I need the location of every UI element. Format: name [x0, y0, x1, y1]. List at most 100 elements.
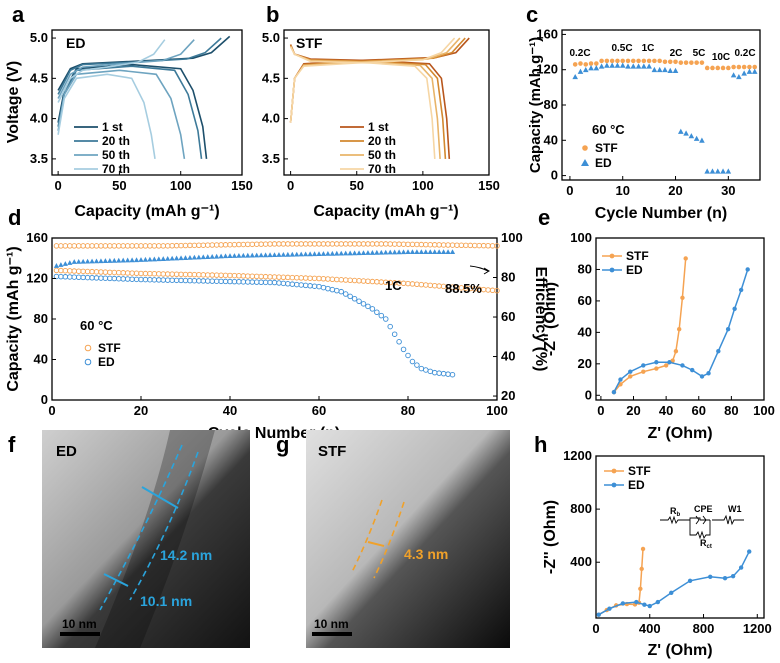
panel-d-stf-efficiency-point: [307, 241, 313, 247]
panel-f-boundary-inner: [129, 451, 199, 601]
panel-e-ed-point: [667, 360, 672, 365]
panel-a-ytick-label-3: 5.0: [30, 30, 48, 45]
panel-e-ed-point: [618, 377, 623, 382]
panel-d-stf-efficiency-point: [249, 241, 255, 248]
panel-d-ed-capacity-point: [351, 296, 358, 302]
panel-d-ed-capacity-point: [383, 316, 389, 322]
panel-d-ytick-label-1: 40: [34, 352, 48, 367]
panel-h-marks: [596, 546, 752, 617]
panel-h-ed-point: [620, 601, 626, 606]
panel-c-stf-point: [625, 58, 631, 64]
panel-d-ed-capacity-point: [67, 274, 73, 280]
panel-e-xtick-label-5: 100: [753, 403, 775, 418]
panel-d-ed-efficiency-point: [405, 249, 411, 255]
panel-d-stf-efficiency-point: [115, 243, 122, 249]
panel-h-legend-ed: ED: [628, 478, 645, 492]
panel-c-ytick-label-3: 120: [536, 62, 558, 77]
panel-d-stf-capacity-point: [196, 272, 202, 278]
panel-c-stf-point: [678, 60, 684, 65]
panel-c-xlabel: Cycle Number (n): [595, 205, 727, 222]
panel-e-ylabel: -Z'' (Ohm): [542, 282, 559, 356]
panel-d-stf-efficiency-point: [374, 241, 380, 247]
panel-d-stf-efficiency-point: [169, 242, 175, 249]
panel-g-boundary-inner: [373, 501, 405, 579]
panel-h-legend-dot-stf: [611, 468, 617, 474]
panel-d-stf-capacity-point: [262, 273, 269, 280]
panel-d-ed-efficiency-point: [329, 250, 335, 256]
panel-d-ed-capacity-point: [298, 282, 304, 288]
panel-d-ed-capacity-point: [436, 370, 442, 376]
panel-h-ed-point: [607, 606, 612, 611]
panel-d-stf-capacity-point: [480, 286, 487, 293]
panel-a-ytick-label-2: 4.5: [30, 70, 48, 85]
panel-c-ed-point: [598, 63, 605, 69]
panel-d-ed-efficiency-point: [93, 258, 100, 264]
panel-c-ytick-label-1: 40: [544, 132, 558, 147]
panel-e-ed-point: [680, 363, 685, 368]
panel-d-y2tick-label-0: 20: [501, 388, 515, 403]
panel-b-legend-1: 1 st: [368, 120, 389, 134]
panel-d-stf-efficiency-point: [271, 241, 278, 247]
panel-d-ed-efficiency-point: [258, 252, 264, 258]
panel-d-stf-efficiency-point: [458, 242, 465, 249]
panel-c-stf-point: [578, 61, 583, 66]
panel-d-ytick-label-2: 80: [34, 311, 48, 326]
panel-b-legend-4: 70 th: [368, 162, 396, 176]
panel-d-ed-capacity-point: [294, 281, 300, 288]
panel-d-ed-efficiency-point: [311, 251, 318, 257]
panel-d-stf-efficiency-point: [378, 241, 385, 247]
panel-d-stf-capacity-point: [111, 269, 118, 276]
panel-letter-g: g: [276, 432, 289, 457]
panel-f-image: [42, 430, 250, 648]
panel-d-stf-efficiency-point: [338, 241, 345, 247]
panel-d-ed-capacity-point: [80, 274, 86, 281]
panel-h-circuit-wire: [660, 514, 744, 540]
panel-e-stf-point: [641, 369, 646, 374]
panel-d-stf-efficiency-point: [418, 241, 425, 248]
panel-d-stf-capacity-point: [360, 278, 367, 284]
panel-d-stf-efficiency-point: [129, 243, 135, 249]
panel-d-ed-capacity-point: [200, 278, 207, 284]
panel-d-stf-capacity-point: [253, 273, 260, 280]
panel-d-ed-capacity-point: [213, 278, 220, 284]
panel-h-ytick-label-1: 800: [570, 501, 592, 516]
panel-d-stf-capacity-point: [294, 274, 300, 281]
panel-d-stf-efficiency-point: [267, 241, 273, 247]
panel-d-ed-capacity-point: [258, 279, 264, 285]
panel-d-ed-efficiency-point: [129, 257, 135, 263]
panel-c-rate-7: 0.2C: [734, 48, 755, 59]
panel-d-y2tick-label-2: 60: [501, 309, 515, 324]
panel-d-stf-capacity-point: [365, 278, 371, 285]
panel-c-ed-point: [751, 68, 758, 74]
panel-d-stf-capacity-point: [378, 279, 385, 285]
panel-f-thickness-1: 14.2 nm: [160, 547, 212, 563]
panel-d-ed-efficiency-point: [449, 249, 456, 255]
panel-e-legend-dot-stf: [609, 253, 615, 259]
panel-e-legend: STF ED: [602, 249, 649, 277]
panel-d-stf-capacity-point: [124, 270, 131, 276]
panel-c-stf-point: [726, 65, 731, 71]
panel-h-circuit-cpe: CPE: [694, 504, 713, 514]
panel-d-ed-capacity-point: [111, 275, 118, 282]
panel-d-ed-capacity-point: [58, 273, 64, 280]
panel-d-stf-efficiency-point: [369, 241, 376, 247]
panel-d-ed-capacity-point: [178, 277, 184, 284]
panel-d-stf-capacity-point: [240, 273, 247, 279]
panel-d-stf-efficiency-point: [111, 243, 118, 249]
panel-d-ed-efficiency-point: [347, 250, 353, 256]
panel-d-ed-capacity-point: [374, 309, 380, 316]
panel-b-xtick-label-1: 50: [350, 178, 364, 193]
panel-d-stf-capacity-point: [156, 271, 162, 277]
panel-d-stf-capacity-point: [485, 287, 491, 293]
panel-d-ed-efficiency-point: [423, 249, 429, 255]
panel-d-stf-capacity-point: [89, 268, 95, 275]
panel-c-stf-point: [599, 58, 604, 64]
panel-d-legend: STF ED: [84, 341, 121, 369]
panel-d-ed-efficiency-point: [271, 252, 278, 257]
panel-c-ed-point: [720, 168, 726, 174]
panel-d-ed-capacity-point: [156, 277, 162, 283]
panel-d-ed-efficiency-point: [71, 259, 77, 264]
panel-e-ytick-label-0: 0: [585, 387, 592, 402]
panel-d-stf-efficiency-point: [329, 241, 336, 247]
panel-d-ed-capacity-point: [347, 293, 353, 300]
